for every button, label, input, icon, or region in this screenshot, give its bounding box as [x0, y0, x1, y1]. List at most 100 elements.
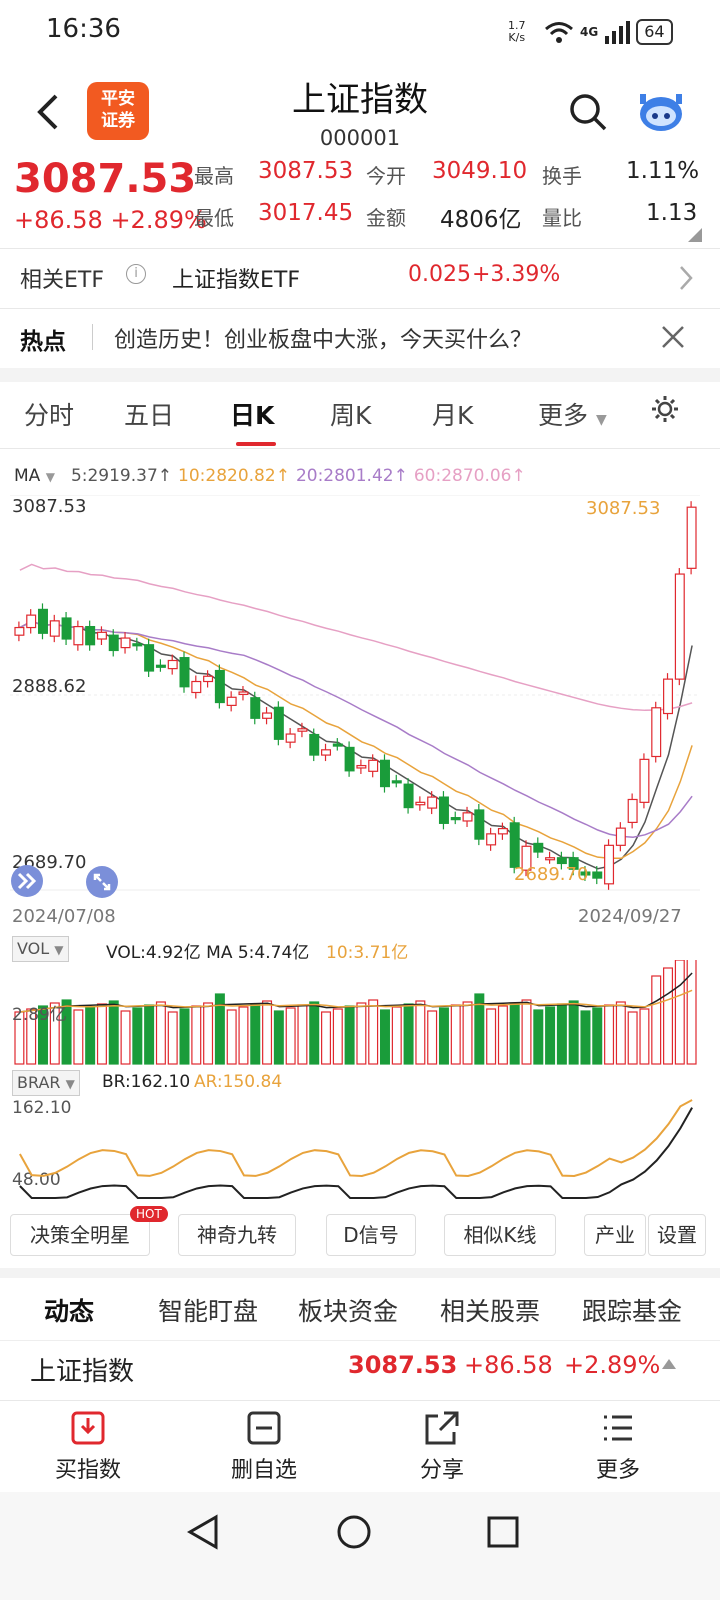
- battery-icon: 64: [636, 19, 673, 45]
- close-icon[interactable]: [660, 324, 686, 350]
- index-summary-row[interactable]: 上证指数 3087.53 +86.58 +2.89%: [0, 1340, 720, 1398]
- back-arrow-icon[interactable]: [30, 90, 70, 134]
- candlestick-chart[interactable]: [10, 495, 700, 895]
- tab-more[interactable]: 更多 ▼: [538, 396, 607, 432]
- remove-watchlist-button[interactable]: 删自选: [204, 1410, 324, 1484]
- industry-button[interactable]: 产业: [584, 1214, 646, 1256]
- fullscreen-icon[interactable]: [86, 866, 118, 898]
- candle: [391, 780, 402, 784]
- robot-assistant-icon[interactable]: [636, 88, 686, 136]
- candle: [474, 809, 485, 840]
- settings-button[interactable]: 设置: [648, 1214, 706, 1256]
- tab-intraday[interactable]: 分时: [24, 401, 75, 430]
- nav-home-icon[interactable]: [336, 1514, 372, 1550]
- hot-badge: HOT: [130, 1206, 168, 1222]
- tab-news[interactable]: 动态: [44, 1297, 95, 1326]
- axis-high-label: 3087.53: [12, 496, 87, 517]
- candle: [144, 644, 155, 672]
- volume-bar: [474, 993, 485, 1065]
- ma-selector[interactable]: MA ▼: [14, 466, 55, 486]
- volume-bar: [250, 1003, 261, 1065]
- tab-daily-k[interactable]: 日K: [230, 401, 275, 430]
- expand-corner-icon[interactable]: [688, 228, 702, 242]
- candle: [497, 828, 508, 835]
- volume-bar: [297, 1004, 308, 1065]
- vol-ma10-line: [19, 989, 693, 1013]
- ma5-line: [19, 620, 693, 870]
- related-etf-row[interactable]: 相关ETF i 上证指数ETF 0.025 +3.39%: [0, 250, 720, 306]
- index-price: 3087.53: [348, 1351, 458, 1379]
- tab-five-day[interactable]: 五日: [124, 401, 175, 430]
- candle: [568, 857, 579, 870]
- candle: [403, 783, 414, 809]
- candle: [639, 758, 650, 803]
- tab-tracking-funds[interactable]: 跟踪基金: [582, 1297, 683, 1326]
- info-icon[interactable]: i: [126, 264, 146, 284]
- d-signal-button[interactable]: D信号: [326, 1214, 416, 1256]
- etf-name: 上证指数ETF: [172, 268, 300, 293]
- candle: [450, 817, 461, 821]
- magic-nine-button[interactable]: 神奇九转: [178, 1214, 296, 1256]
- more-button[interactable]: 更多: [558, 1410, 678, 1484]
- stock-code: 000001: [319, 126, 401, 150]
- ma-legend[interactable]: MA ▼ 5:2919.37↑ 10:2820.82↑ 20:2801.42↑ …: [14, 466, 526, 486]
- low-value: 3017.45: [258, 200, 354, 226]
- similar-k-button[interactable]: 相似K线: [444, 1214, 556, 1256]
- volume-bar: [356, 1002, 367, 1065]
- candle: [533, 842, 544, 853]
- volume-bar: [639, 1008, 650, 1065]
- tab-related-stocks[interactable]: 相关股票: [440, 1297, 541, 1326]
- nav-back-icon[interactable]: [186, 1514, 220, 1550]
- nav-recent-icon[interactable]: [486, 1514, 520, 1550]
- volume-bar: [321, 1011, 332, 1065]
- tab-sector-funds[interactable]: 板块资金: [298, 1297, 399, 1326]
- vol-selector[interactable]: VOL ▼: [12, 936, 69, 962]
- brar-axis-top: 162.10: [12, 1098, 72, 1118]
- buy-index-button[interactable]: 买指数: [28, 1410, 148, 1484]
- search-icon[interactable]: [566, 90, 610, 134]
- decision-allstar-button[interactable]: 决策全明星: [10, 1214, 150, 1256]
- ma60-line: [19, 563, 693, 712]
- gear-icon[interactable]: [650, 394, 680, 424]
- candle: [37, 608, 48, 634]
- share-button[interactable]: 分享: [382, 1410, 502, 1484]
- volume-bar: [26, 1008, 37, 1065]
- tab-weekly-k[interactable]: 周K: [330, 401, 372, 430]
- brar-selector[interactable]: BRAR ▼: [12, 1070, 80, 1096]
- volume-bar: [450, 1004, 461, 1065]
- candle: [321, 749, 332, 756]
- fast-forward-icon[interactable]: [10, 864, 44, 898]
- volume-ratio-value: 1.13: [646, 200, 698, 226]
- tab-monthly-k[interactable]: 月K: [432, 401, 474, 430]
- volume-bar: [604, 1004, 615, 1065]
- divider: [0, 448, 720, 449]
- collapse-up-icon[interactable]: [662, 1359, 676, 1369]
- high-annotation: 3087.53: [586, 498, 661, 519]
- share-icon: [425, 1411, 459, 1445]
- ma-label: MA: [14, 466, 41, 486]
- volume-bar: [686, 960, 697, 1065]
- volume-bar: [155, 1001, 166, 1065]
- volume-bar: [580, 1010, 591, 1065]
- candle: [85, 625, 96, 646]
- volume-bar: [179, 1008, 190, 1065]
- download-icon: [71, 1411, 105, 1445]
- hot-text[interactable]: 创造历史！创业板盘中大涨，今天买什么？: [114, 328, 533, 353]
- hot-topic-row[interactable]: 热点 创造历史！创业板盘中大涨，今天买什么？: [0, 310, 720, 366]
- page-title: 上证指数: [292, 80, 428, 120]
- candle: [238, 691, 249, 696]
- amount-label: 金额: [366, 206, 406, 230]
- tab-smart-watch[interactable]: 智能盯盘: [158, 1297, 259, 1326]
- speed-unit: K/s: [508, 31, 526, 44]
- etf-label: 相关ETF: [20, 268, 104, 293]
- chart-grid: [10, 495, 700, 891]
- start-date: 2024/07/08: [12, 906, 116, 927]
- volume-ma-lines: [19, 972, 693, 1013]
- candle: [462, 812, 473, 822]
- volume-bar: [509, 1002, 520, 1065]
- status-time: 16:36: [46, 14, 121, 44]
- open-label: 今开: [366, 164, 406, 188]
- candle: [379, 759, 390, 788]
- status-icons: 4G 64: [544, 18, 673, 46]
- dropdown-icon: ▼: [595, 412, 607, 428]
